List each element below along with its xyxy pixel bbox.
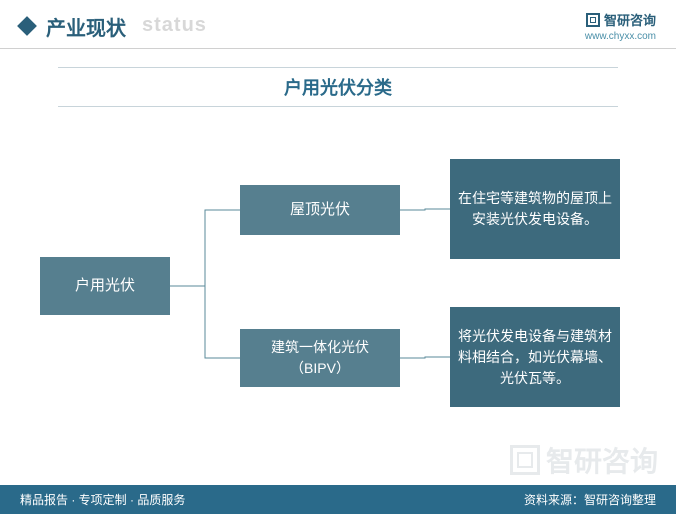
watermark-icon xyxy=(510,445,540,475)
edge-root-mid2 xyxy=(170,286,240,358)
logo-text: 智研咨询 xyxy=(604,10,656,29)
edge-mid1-leaf1 xyxy=(400,209,450,210)
chart-title: 户用光伏分类 xyxy=(58,74,618,100)
watermark: 智研咨询 xyxy=(510,440,658,480)
header: 产业现状 status 智研咨询 www.chyxx.com xyxy=(0,0,676,49)
node-root: 户用光伏 xyxy=(40,257,170,315)
header-subtitle-shadow: status xyxy=(142,14,207,37)
tree-diagram: 户用光伏 屋顶光伏建筑一体化光伏 （BIPV） 在住宅等建筑物的屋顶上安装光伏发电设… xyxy=(0,107,676,447)
logo-url: www.chyxx.com xyxy=(585,31,656,42)
chart-title-wrap: 户用光伏分类 xyxy=(58,67,618,107)
footer-left: 精品报告 · 专项定制 · 品质服务 xyxy=(20,491,185,508)
logo-icon xyxy=(586,13,600,27)
node-leaf1: 在住宅等建筑物的屋顶上安装光伏发电设备。 xyxy=(450,159,620,259)
node-leaf2: 将光伏发电设备与建筑材料相结合，如光伏幕墙、光伏瓦等。 xyxy=(450,307,620,407)
watermark-text: 智研咨询 xyxy=(546,440,658,480)
edge-mid2-leaf2 xyxy=(400,357,450,358)
logo-area: 智研咨询 www.chyxx.com xyxy=(585,10,656,42)
diamond-icon xyxy=(17,16,37,36)
footer-right: 资料来源：智研咨询整理 xyxy=(524,491,656,508)
footer: 精品报告 · 专项定制 · 品质服务 资料来源：智研咨询整理 xyxy=(0,485,676,514)
header-title: 产业现状 xyxy=(46,12,126,41)
header-left: 产业现状 status xyxy=(20,12,126,41)
edge-root-mid1 xyxy=(170,210,240,286)
logo-row: 智研咨询 xyxy=(586,10,656,29)
node-mid1: 屋顶光伏 xyxy=(240,185,400,235)
node-mid2: 建筑一体化光伏 （BIPV） xyxy=(240,329,400,387)
